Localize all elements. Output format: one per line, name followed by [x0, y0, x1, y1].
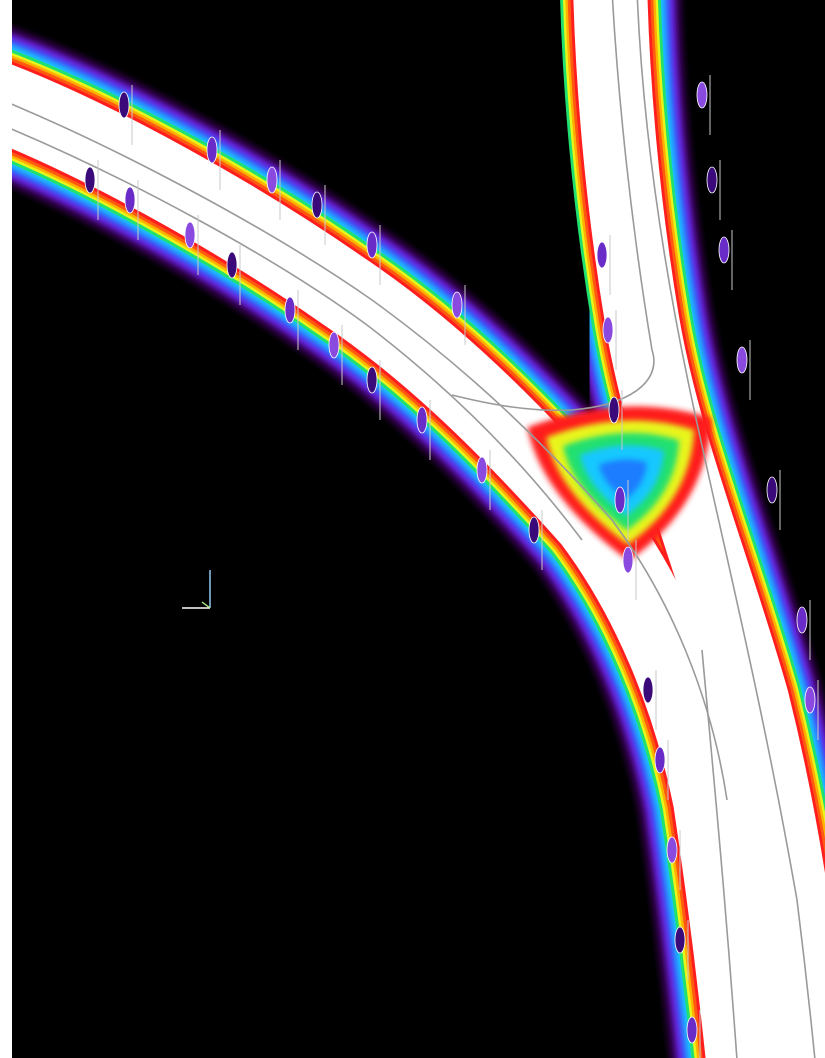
luminaire-head — [476, 456, 488, 484]
axis-z — [201, 601, 211, 609]
luminaire-head — [206, 136, 218, 164]
light-pole[interactable] — [696, 75, 711, 135]
lane-line — [451, 349, 655, 412]
luminaire-head — [718, 236, 730, 264]
cold-spot-ring — [598, 459, 647, 500]
luminaire-head — [796, 606, 808, 634]
light-pole[interactable] — [118, 85, 133, 145]
luminaire-head — [602, 316, 614, 344]
luminaire-head — [642, 676, 654, 704]
lighting-simulation-viewport[interactable] — [12, 0, 825, 1058]
light-pole[interactable] — [686, 1010, 701, 1058]
lane-line — [611, 0, 653, 351]
lane-line — [701, 649, 738, 1058]
light-pole[interactable] — [84, 160, 99, 220]
light-pole[interactable] — [654, 740, 669, 800]
light-pole[interactable] — [622, 540, 637, 600]
light-pole[interactable] — [796, 600, 811, 660]
light-pole[interactable] — [718, 230, 733, 290]
luminaire-head — [654, 746, 666, 774]
light-pole[interactable] — [416, 400, 431, 460]
luminaire-head — [766, 476, 778, 504]
light-pole[interactable] — [184, 215, 199, 275]
light-pole[interactable] — [124, 180, 139, 240]
luminaire-head — [696, 81, 708, 109]
light-pole[interactable] — [766, 470, 781, 530]
luminaire-head — [226, 251, 238, 279]
lane-line — [12, 103, 728, 801]
luminaire-head — [666, 836, 678, 864]
light-pole[interactable] — [736, 340, 751, 400]
luminaire-head — [184, 221, 196, 249]
light-pole[interactable] — [614, 480, 629, 540]
light-pole[interactable] — [206, 130, 221, 190]
luminaire-head — [736, 346, 748, 374]
luminaire-head — [366, 366, 378, 394]
luminaire-head — [328, 331, 340, 359]
luminaire-head — [608, 396, 620, 424]
light-pole[interactable] — [666, 830, 681, 890]
luminaire-head — [596, 241, 608, 269]
luminaire-head — [266, 166, 278, 194]
illuminance-contour-bands — [12, 0, 825, 1058]
luminaire-head — [84, 166, 96, 194]
cold-spot-contour — [527, 406, 712, 561]
light-pole[interactable] — [476, 450, 491, 510]
light-pole[interactable] — [284, 290, 299, 350]
luminaire-head — [451, 291, 463, 319]
light-pole[interactable] — [602, 310, 617, 370]
luminaire-head — [804, 686, 816, 714]
light-pole[interactable] — [451, 285, 466, 345]
light-pole[interactable] — [642, 670, 657, 730]
luminaire-head — [284, 296, 296, 324]
light-pole[interactable] — [608, 390, 623, 450]
luminaire-head — [311, 191, 323, 219]
light-pole[interactable] — [226, 245, 241, 305]
luminaire-head — [686, 1016, 698, 1044]
luminaire-head — [118, 91, 130, 119]
light-pole[interactable] — [366, 225, 381, 285]
light-pole[interactable] — [706, 160, 721, 220]
light-pole[interactable] — [596, 235, 611, 295]
lane-lines — [12, 0, 816, 1058]
lane-line — [636, 0, 816, 1058]
contour-band — [573, 0, 825, 1058]
light-pole[interactable] — [311, 185, 326, 245]
light-pole[interactable] — [366, 360, 381, 420]
light-pole[interactable] — [674, 920, 689, 980]
light-pole[interactable] — [528, 510, 543, 570]
luminaire-head — [528, 516, 540, 544]
road-illuminance-heatmap — [12, 0, 825, 1058]
lane-line — [12, 128, 583, 541]
light-pole[interactable] — [328, 325, 343, 385]
light-pole[interactable] — [266, 160, 281, 220]
light-pole[interactable] — [804, 680, 819, 740]
luminaire-head — [416, 406, 428, 434]
light-poles — [84, 75, 819, 1058]
axis-gizmo — [182, 570, 211, 609]
luminaire-head — [674, 926, 686, 954]
luminaire-head — [124, 186, 136, 214]
luminaire-head — [614, 486, 626, 514]
luminaire-head — [366, 231, 378, 259]
luminaire-head — [706, 166, 718, 194]
luminaire-head — [622, 546, 634, 574]
